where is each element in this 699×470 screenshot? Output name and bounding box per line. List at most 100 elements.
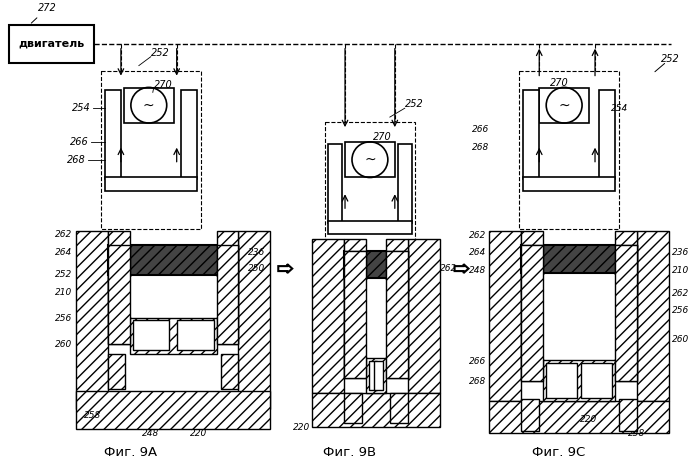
Bar (101, 70, 201, 229)
Bar (217, 245, 238, 344)
Bar (344, 239, 366, 252)
Text: 262: 262 (440, 264, 457, 273)
Bar (524, 178, 615, 191)
Text: 220: 220 (580, 415, 598, 423)
Bar (325, 122, 415, 266)
Text: 272: 272 (31, 3, 57, 23)
Bar (344, 393, 361, 423)
Text: Фиг. 9А: Фиг. 9А (103, 446, 157, 459)
Bar (76, 231, 108, 409)
Bar (521, 245, 543, 382)
Text: 264: 264 (469, 248, 487, 257)
Text: 236: 236 (672, 248, 689, 257)
Text: 270: 270 (550, 78, 568, 88)
Bar (386, 251, 408, 296)
Bar (521, 245, 543, 294)
Bar (615, 231, 637, 246)
Bar (328, 144, 342, 223)
Bar (312, 393, 440, 427)
Polygon shape (278, 264, 292, 273)
Text: 260: 260 (672, 336, 689, 345)
Bar (543, 360, 615, 401)
Text: 266: 266 (473, 125, 489, 134)
Text: 254: 254 (611, 104, 628, 113)
Bar (217, 231, 238, 247)
Text: 256: 256 (672, 306, 689, 315)
Text: 260: 260 (55, 340, 72, 349)
Text: 270: 270 (373, 132, 391, 142)
Bar (108, 354, 126, 390)
Bar (637, 231, 669, 401)
Bar (108, 245, 130, 344)
Bar (489, 231, 521, 401)
Text: 248: 248 (142, 430, 159, 439)
Text: 268: 268 (67, 155, 86, 164)
Bar (521, 400, 539, 431)
Bar (398, 144, 412, 223)
Text: 266: 266 (469, 357, 487, 366)
Text: 258: 258 (628, 430, 645, 439)
Bar (546, 363, 577, 398)
Polygon shape (454, 264, 468, 273)
Bar (521, 245, 637, 273)
Text: Фиг. 9С: Фиг. 9С (532, 446, 585, 459)
Bar (344, 251, 366, 377)
Bar (108, 245, 238, 274)
Text: 252: 252 (405, 99, 424, 109)
Text: 266: 266 (71, 137, 89, 147)
Bar (386, 239, 408, 252)
Bar (130, 318, 217, 354)
Bar (615, 245, 637, 382)
Bar (238, 231, 271, 409)
Bar (543, 274, 615, 359)
Text: 256: 256 (55, 313, 72, 322)
Text: ~: ~ (559, 98, 570, 112)
Bar (133, 320, 169, 350)
Bar (386, 251, 408, 377)
Bar (615, 245, 637, 382)
Text: 252: 252 (661, 54, 680, 63)
Bar (524, 90, 539, 180)
Bar (489, 401, 669, 433)
Text: 220: 220 (190, 430, 207, 439)
Bar (9, 25, 94, 63)
Bar (105, 178, 196, 191)
Text: 220: 220 (293, 423, 310, 431)
Text: 262: 262 (672, 289, 689, 298)
Bar (105, 90, 121, 180)
Text: ~: ~ (143, 98, 154, 112)
Text: 254: 254 (72, 103, 91, 113)
Bar (312, 239, 344, 393)
Bar (581, 363, 612, 398)
Text: 236: 236 (248, 248, 266, 257)
Bar (374, 360, 383, 391)
Bar (221, 354, 238, 390)
Text: 270: 270 (154, 80, 173, 90)
Bar (539, 88, 589, 123)
Bar (180, 90, 196, 180)
Bar (344, 251, 408, 279)
Text: 252: 252 (152, 48, 170, 58)
Bar (76, 392, 271, 429)
Bar (519, 70, 619, 229)
Bar (366, 281, 386, 357)
Text: 262: 262 (55, 230, 72, 239)
Text: 248: 248 (469, 266, 487, 275)
Bar (390, 393, 408, 423)
Text: 210: 210 (672, 266, 689, 275)
Text: ~: ~ (364, 153, 376, 167)
Text: 210: 210 (55, 288, 72, 297)
Bar (328, 221, 412, 234)
Bar (619, 400, 637, 431)
Text: 258: 258 (84, 411, 101, 420)
Bar (521, 231, 543, 246)
Bar (615, 245, 637, 294)
Text: 252: 252 (55, 270, 72, 279)
Text: Фиг. 9В: Фиг. 9В (323, 446, 376, 459)
Text: 262: 262 (469, 231, 487, 241)
Bar (386, 251, 408, 377)
Bar (108, 245, 130, 344)
Bar (217, 245, 238, 344)
Text: двигатель: двигатель (19, 39, 85, 49)
Bar (369, 360, 377, 391)
